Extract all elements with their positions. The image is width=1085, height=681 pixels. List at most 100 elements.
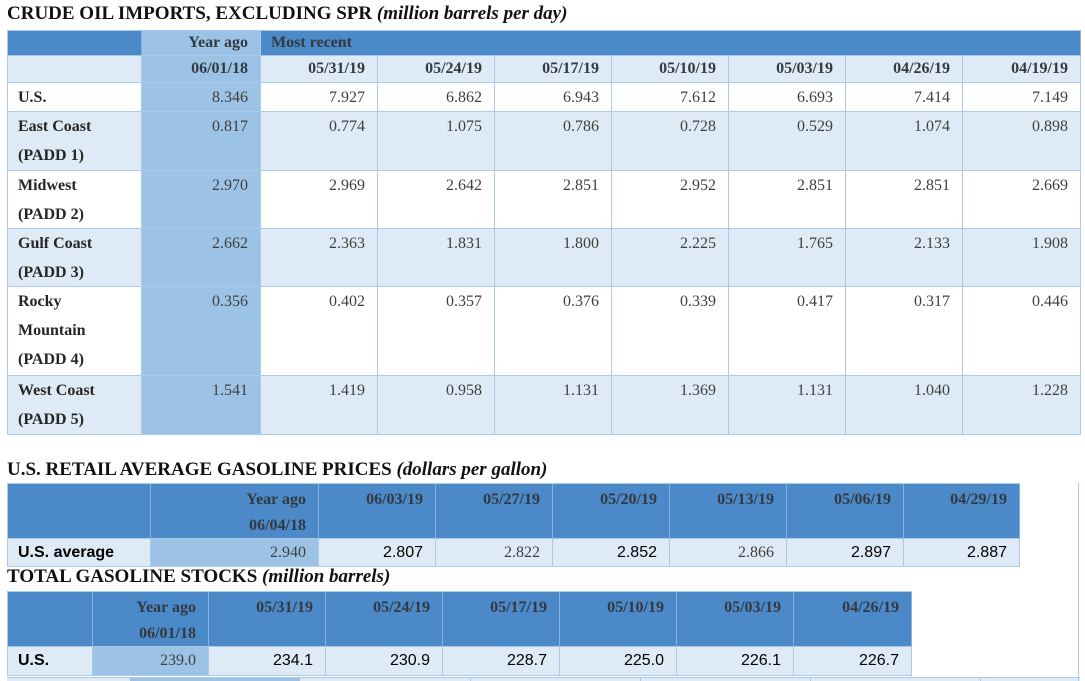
table-row: East Coast (PADD 1) 0.817 0.774 1.075 0.786 0.…	[8, 112, 1081, 171]
value-cell: 2.969	[261, 171, 378, 229]
table-row: U.S. average 2.940 2.807 2.822 2.852 2.866 2.8…	[8, 539, 1020, 567]
year-ago-date-cell: 06/01/18	[142, 56, 261, 83]
table-row: Year ago 06/01/18 05/31/19 05/24/19 05/17/19…	[8, 592, 912, 647]
row-label-line: (PADD 5)	[18, 411, 84, 428]
cutoff-next-table-row	[7, 677, 1080, 681]
year-ago-value-cell: 239.0	[93, 647, 209, 676]
table-row: Midwest (PADD 2) 2.970 2.969 2.642 2.851 2.952…	[8, 171, 1081, 229]
value-cell: 0.417	[729, 287, 846, 376]
value-cell: 1.908	[963, 229, 1081, 287]
value-cell: 0.786	[495, 112, 612, 171]
header-blank-cell	[8, 56, 142, 83]
retail-gasoline-prices-title: U.S. RETAIL AVERAGE GASOLINE PRICES (dol…	[7, 459, 547, 481]
table-row: Year ago 06/04/18 06/03/19 05/27/19 05/20/19…	[8, 484, 1020, 539]
date-header-cell: 04/19/19	[963, 56, 1081, 83]
value-cell: 0.317	[846, 287, 963, 376]
date-header-cell: 04/26/19	[846, 56, 963, 83]
cutoff-year-ago-cell	[130, 678, 300, 681]
crude-oil-imports-title-text: CRUDE OIL IMPORTS, EXCLUDING SPR	[7, 3, 373, 24]
value-cell: 0.728	[612, 112, 729, 171]
most-recent-header-cell: Most recent	[261, 31, 1081, 56]
value-cell: 0.898	[963, 112, 1081, 171]
header-blank-cell	[8, 484, 151, 539]
value-cell: 1.040	[846, 376, 963, 435]
retail-gasoline-prices-title-text: U.S. RETAIL AVERAGE GASOLINE PRICES	[7, 459, 392, 480]
value-cell: 2.897	[787, 539, 904, 567]
row-label-cell: U.S.	[8, 647, 93, 676]
value-cell: 0.958	[378, 376, 495, 435]
value-cell: 2.133	[846, 229, 963, 287]
row-label-line: Midwest	[18, 177, 77, 194]
value-cell: 225.0	[560, 647, 677, 676]
total-gasoline-stocks-title: TOTAL GASOLINE STOCKS (million barrels)	[7, 566, 390, 588]
row-label-line: (PADD 4)	[18, 351, 84, 368]
row-label-cell: West Coast (PADD 5)	[8, 376, 142, 435]
row-label-cell: U.S.	[8, 83, 142, 112]
row-label-line: Mountain	[18, 322, 86, 339]
table-row: U.S. 239.0 234.1 230.9 228.7 225.0 226.1 226.7	[8, 647, 912, 676]
year-ago-value-cell: 2.970	[142, 171, 261, 229]
value-cell: 1.765	[729, 229, 846, 287]
header-blank-cell	[8, 592, 93, 647]
value-cell: 1.369	[612, 376, 729, 435]
table-row: Year ago Most recent	[8, 31, 1081, 56]
value-cell: 2.822	[436, 539, 553, 567]
row-label-line: Gulf Coast	[18, 235, 93, 252]
date-header-cell: 05/27/19	[436, 484, 553, 539]
date-header-cell: 04/26/19	[794, 592, 912, 647]
header-blank-cell	[8, 31, 142, 56]
value-cell: 0.357	[378, 287, 495, 376]
value-cell: 1.074	[846, 112, 963, 171]
value-cell: 226.1	[677, 647, 794, 676]
date-header-cell: 05/03/19	[729, 56, 846, 83]
cutoff-column-border	[810, 678, 811, 681]
value-cell: 7.927	[261, 83, 378, 112]
value-cell: 6.862	[378, 83, 495, 112]
year-ago-label-line: Year ago	[136, 599, 196, 616]
value-cell: 2.887	[904, 539, 1020, 567]
value-cell: 226.7	[794, 647, 912, 676]
year-ago-value-cell: 0.356	[142, 287, 261, 376]
crude-oil-imports-title: CRUDE OIL IMPORTS, EXCLUDING SPR (millio…	[7, 3, 567, 25]
value-cell: 7.612	[612, 83, 729, 112]
total-gasoline-stocks-unit-note: (million barrels)	[262, 566, 391, 587]
year-ago-value-cell: 2.940	[151, 539, 319, 567]
date-header-cell: 05/31/19	[261, 56, 378, 83]
crude-oil-imports-unit-note: (million barrels per day)	[376, 3, 568, 24]
cutoff-column-border	[640, 678, 641, 681]
value-cell: 0.446	[963, 287, 1081, 376]
date-header-cell: 05/20/19	[553, 484, 670, 539]
value-cell: 1.131	[729, 376, 846, 435]
row-label-line: Rocky	[18, 293, 62, 310]
row-label-cell: East Coast (PADD 1)	[8, 112, 142, 171]
row-label-cell: Gulf Coast (PADD 3)	[8, 229, 142, 287]
date-header-cell: 06/03/19	[319, 484, 436, 539]
cutoff-column-border	[980, 678, 981, 681]
year-ago-value-cell: 0.817	[142, 112, 261, 171]
value-cell: 2.852	[553, 539, 670, 567]
value-cell: 2.851	[495, 171, 612, 229]
value-cell: 2.807	[319, 539, 436, 567]
value-cell: 7.149	[963, 83, 1081, 112]
row-label-line: (PADD 2)	[18, 206, 84, 223]
date-header-cell: 05/31/19	[209, 592, 326, 647]
date-header-cell: 04/29/19	[904, 484, 1020, 539]
value-cell: 1.131	[495, 376, 612, 435]
value-cell: 0.376	[495, 287, 612, 376]
row-label-cell: U.S. average	[8, 539, 151, 567]
value-cell: 0.774	[261, 112, 378, 171]
row-label-line: U.S.	[18, 652, 50, 669]
row-label-line: East Coast	[18, 118, 92, 135]
year-ago-header-cell: Year ago	[142, 31, 261, 56]
retail-gasoline-prices-unit-note: (dollars per gallon)	[396, 459, 548, 480]
value-cell: 230.9	[326, 647, 443, 676]
date-header-cell: 05/17/19	[495, 56, 612, 83]
year-ago-value-cell: 1.541	[142, 376, 261, 435]
date-header-cell: 05/24/19	[326, 592, 443, 647]
table-row: U.S. 8.346 7.927 6.862 6.943 7.612 6.693 7.414 7…	[8, 83, 1081, 112]
value-cell: 1.831	[378, 229, 495, 287]
value-cell: 228.7	[443, 647, 560, 676]
date-header-cell: 05/24/19	[378, 56, 495, 83]
row-label-line: (PADD 1)	[18, 147, 84, 164]
total-gasoline-stocks-table: Year ago 06/01/18 05/31/19 05/24/19 05/17/19…	[7, 591, 912, 676]
